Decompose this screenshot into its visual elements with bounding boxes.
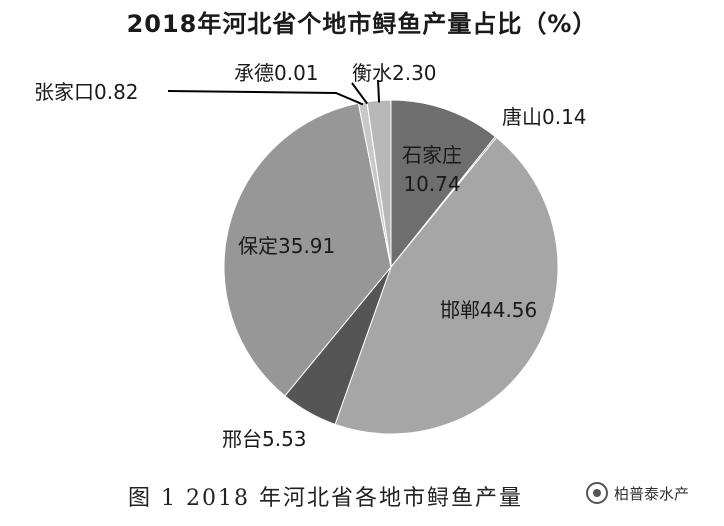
watermark: 柏普泰水产 [582, 480, 694, 506]
data-label-shijiazhuang: 石家庄 [402, 143, 462, 167]
data-label-xingtai: 邢台5.53 [222, 427, 307, 451]
data-label-hengshui: 衡水2.30 [352, 61, 437, 85]
wechat-account-icon [586, 482, 608, 504]
data-label-zhangjiakou: 张家口0.82 [34, 80, 139, 104]
pie-slice-1 [390, 99, 497, 269]
chart-title: 2018年河北省个地市鲟鱼产量占比（%） [126, 10, 598, 38]
pie-slice-5 [223, 102, 392, 397]
data-label-shijiazhuang-value: 10.74 [403, 172, 460, 196]
data-label-chengde: 承德0.01 [234, 61, 319, 85]
pie-slice-3 [334, 136, 559, 435]
leader-line-chengde [351, 82, 369, 105]
watermark-text: 柏普泰水产 [614, 484, 690, 503]
data-label-handan: 邯郸44.56 [440, 298, 537, 322]
leader-line-hengshui [377, 79, 381, 103]
data-label-tangshan: 唐山0.14 [502, 105, 587, 129]
data-label-baoding: 保定35.91 [238, 234, 335, 258]
leader-line-zhangjiakou [167, 90, 364, 106]
figure-caption: 图 1 2018 年河北省各地市鲟鱼产量 [128, 486, 523, 511]
